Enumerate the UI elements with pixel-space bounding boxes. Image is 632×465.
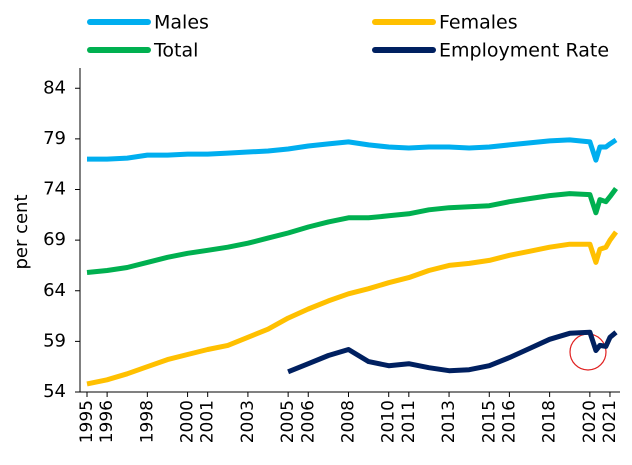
x-tick-label: 2006 [298,400,318,443]
y-axis-label: per cent [11,194,32,269]
x-tick-label: 2016 [499,400,519,443]
x-tick-label: 1998 [137,400,157,443]
legend-label: Employment Rate [439,40,609,62]
x-tick-label: 2003 [238,400,258,443]
x-tick-label: 1995 [77,400,97,443]
series-line [87,137,618,163]
x-tick-label: 2005 [278,400,298,443]
x-tick-label: 2000 [178,400,198,443]
y-tick-label: 84 [43,77,66,98]
x-tick-label: 2010 [379,400,399,443]
y-tick-label: 59 [43,330,66,351]
highlight-circle [569,333,607,371]
x-tick-label: 2001 [198,400,218,443]
y-tick-label: 69 [43,229,66,250]
y-tick-label: 64 [43,280,66,301]
series-line [86,187,619,275]
legend-label: Total [153,40,198,62]
y-tick-label: 74 [43,179,66,200]
x-tick-label: 2020 [580,400,600,443]
x-tick-label: 2018 [540,400,560,443]
x-tick-label: 2011 [399,400,419,443]
series-line [287,329,618,375]
legend-label: Males [154,12,209,34]
x-tick-label: 2008 [338,400,358,443]
x-tick-label: 1996 [97,400,117,443]
y-tick-label: 79 [43,128,66,149]
y-tick-label: 54 [43,381,66,402]
legend-label: Females [439,12,518,34]
x-tick-label: 2015 [479,400,499,443]
x-tick-label: 2013 [439,400,459,443]
x-tick-label: 2021 [600,400,620,443]
series-line [86,230,619,387]
